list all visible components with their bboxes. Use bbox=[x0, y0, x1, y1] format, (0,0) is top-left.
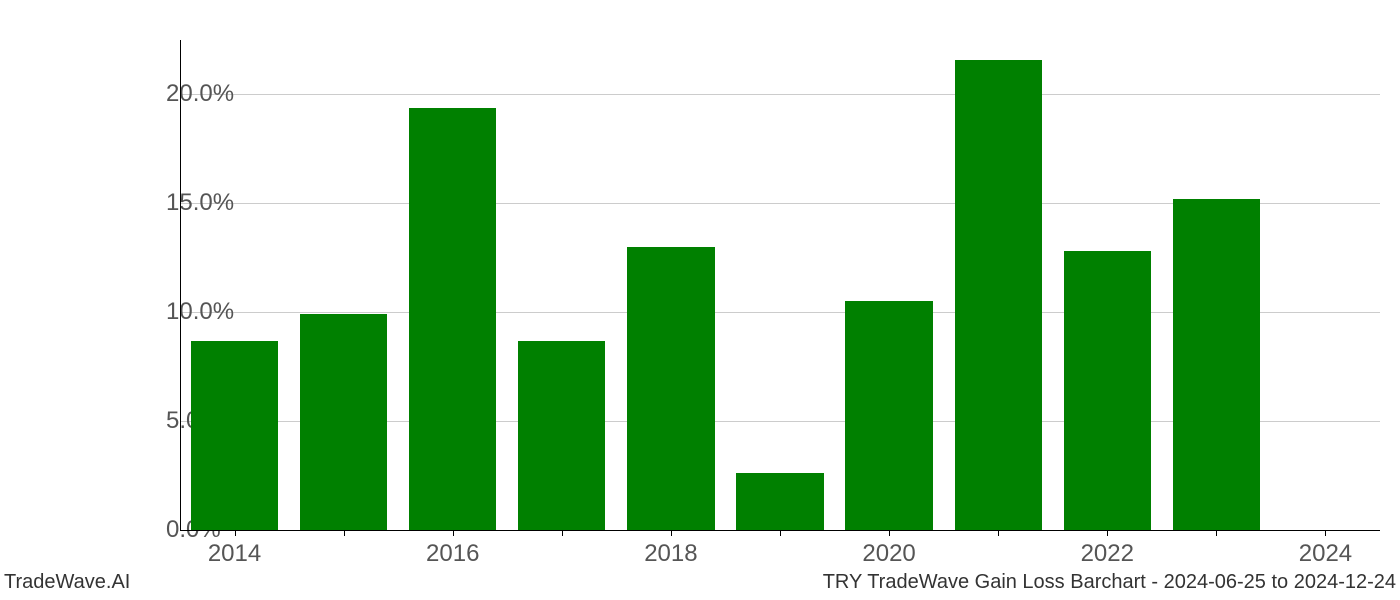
chart-container: 0.0%5.0%10.0%15.0%20.0%20142016201820202… bbox=[0, 0, 1400, 600]
xtick-mark bbox=[344, 530, 345, 536]
xtick-mark bbox=[1325, 530, 1326, 536]
bar bbox=[627, 247, 714, 530]
xtick-mark bbox=[889, 530, 890, 536]
xtick-mark bbox=[453, 530, 454, 536]
bar bbox=[191, 341, 278, 530]
xtick-mark bbox=[1216, 530, 1217, 536]
xtick-label: 2024 bbox=[1299, 540, 1352, 568]
bar bbox=[955, 60, 1042, 530]
xtick-mark bbox=[235, 530, 236, 536]
bar bbox=[736, 473, 823, 530]
plot-area: 0.0%5.0%10.0%15.0%20.0%20142016201820202… bbox=[180, 40, 1380, 530]
bar bbox=[409, 108, 496, 530]
bar bbox=[1173, 199, 1260, 530]
bar bbox=[1064, 251, 1151, 530]
bar bbox=[518, 341, 605, 530]
xtick-mark bbox=[562, 530, 563, 536]
xtick-label: 2014 bbox=[208, 540, 261, 568]
xtick-label: 2016 bbox=[426, 540, 479, 568]
xtick-label: 2018 bbox=[644, 540, 697, 568]
footer-right-label: TRY TradeWave Gain Loss Barchart - 2024-… bbox=[823, 571, 1396, 594]
xtick-label: 2020 bbox=[862, 540, 915, 568]
xtick-mark bbox=[671, 530, 672, 536]
bar bbox=[300, 314, 387, 530]
xtick-mark bbox=[998, 530, 999, 536]
bar bbox=[845, 301, 932, 530]
gridline bbox=[180, 94, 1380, 95]
xtick-mark bbox=[1107, 530, 1108, 536]
y-axis-line bbox=[180, 40, 181, 530]
xtick-mark bbox=[780, 530, 781, 536]
xtick-label: 2022 bbox=[1081, 540, 1134, 568]
footer-left-label: TradeWave.AI bbox=[4, 571, 130, 594]
